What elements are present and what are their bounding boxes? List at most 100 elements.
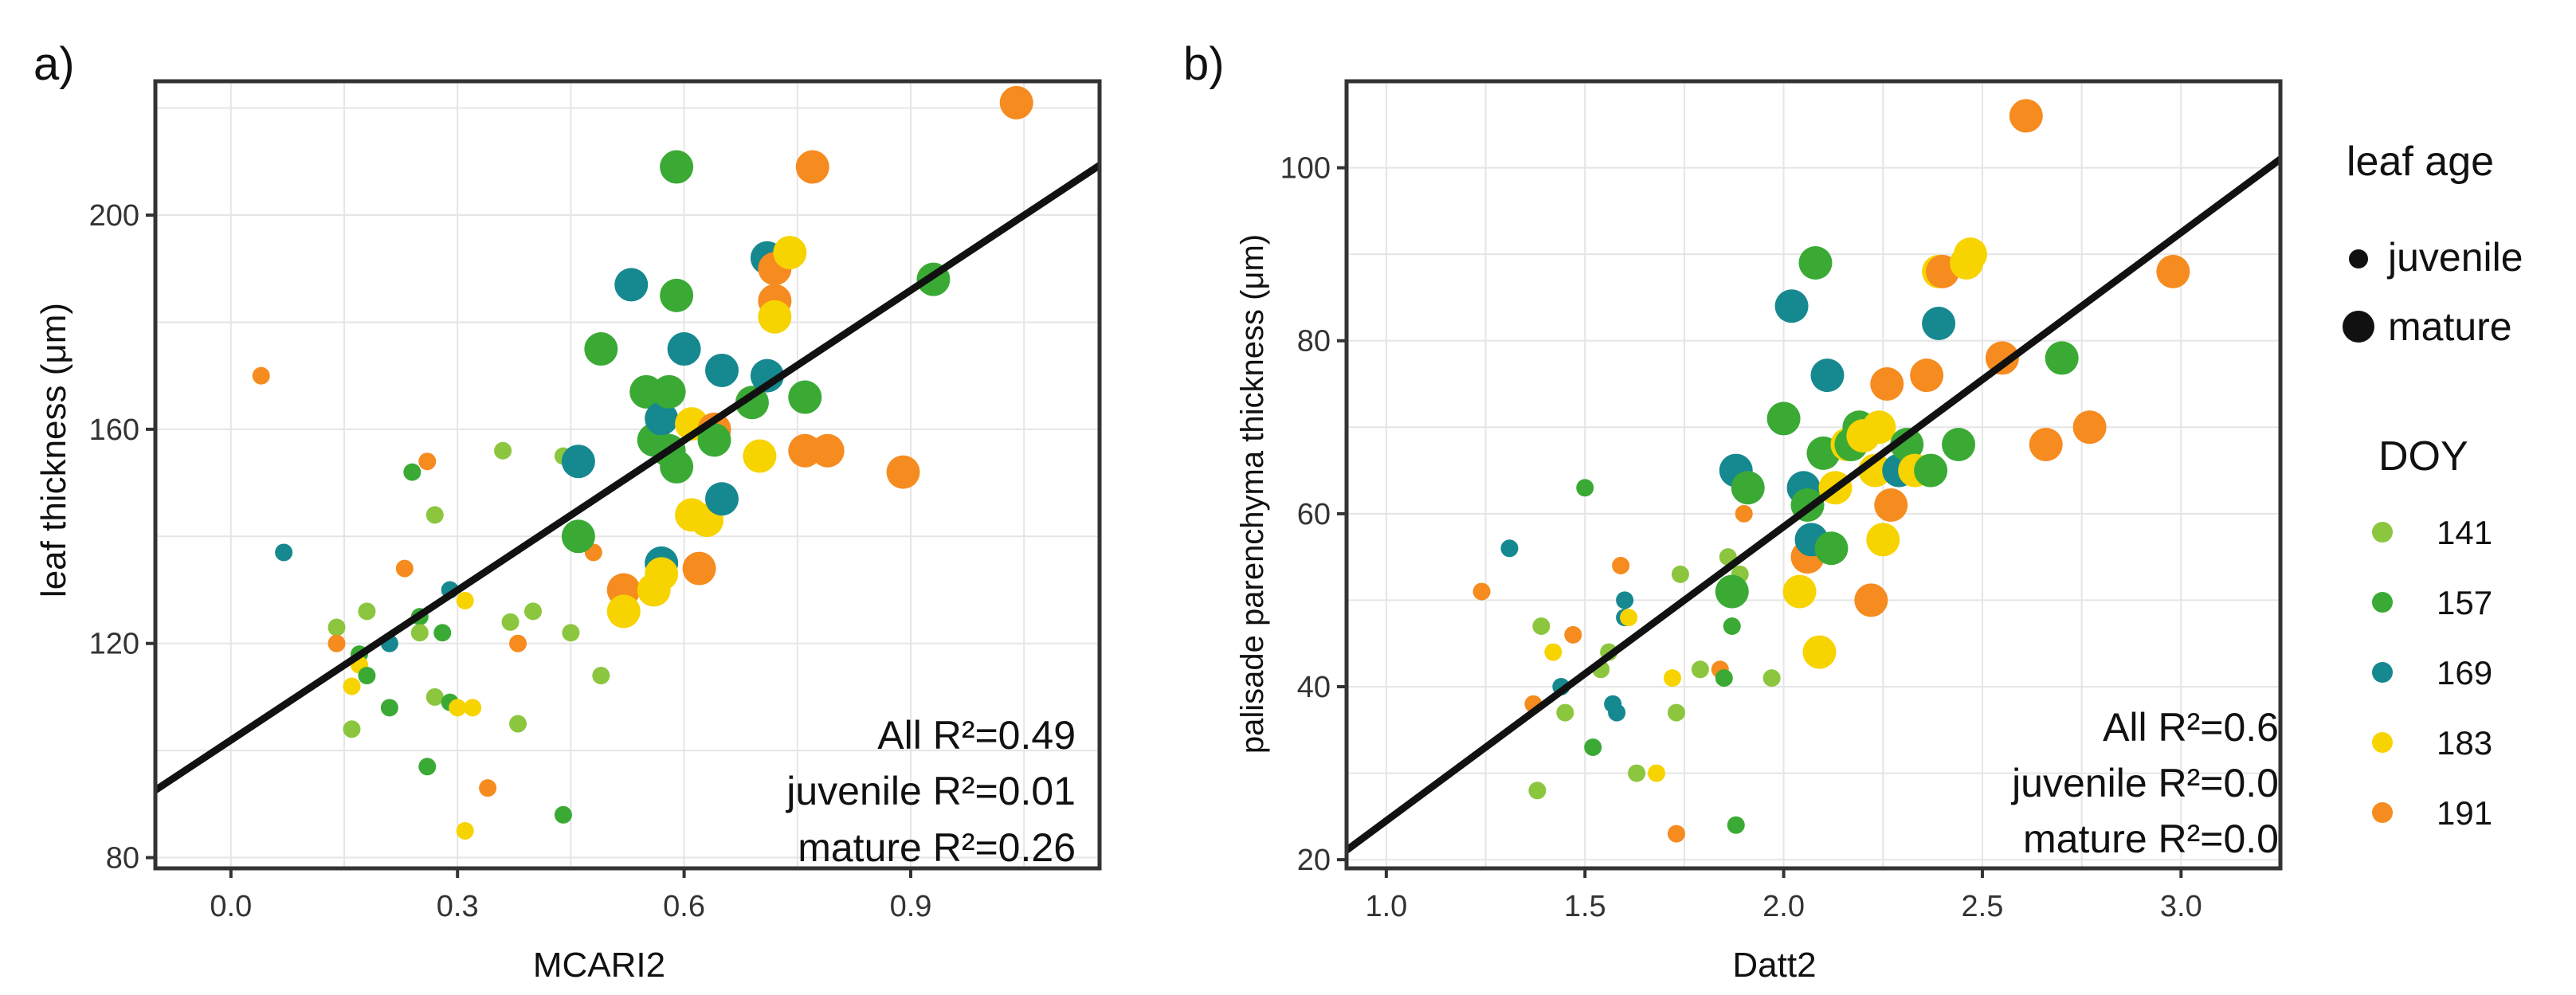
data-point-mature-169 <box>614 268 649 302</box>
data-point-juvenile-183 <box>456 591 474 609</box>
data-point-juvenile-141 <box>343 720 361 738</box>
panel-a-grid <box>155 81 1100 868</box>
data-point-mature-157 <box>1914 453 1948 488</box>
panel-b-y-ticks: 20 40 60 80 100 <box>1280 152 1347 877</box>
data-point-mature-183 <box>1862 410 1896 445</box>
panel-b-points <box>1472 99 2190 843</box>
data-point-juvenile-141 <box>358 602 376 621</box>
legend-doy-label: 141 <box>2437 514 2492 551</box>
data-point-mature-157 <box>1942 428 1976 461</box>
legend-doy-label: 157 <box>2437 584 2492 621</box>
data-point-juvenile-157 <box>433 624 452 642</box>
data-point-juvenile-157 <box>1715 669 1733 687</box>
data-point-juvenile-191 <box>1735 504 1753 523</box>
data-point-juvenile-141 <box>410 624 429 642</box>
data-point-mature-183 <box>606 594 641 629</box>
panel-a-r2-mature: mature R²=0.26 <box>798 825 1076 870</box>
legend-mature-swatch <box>2343 311 2374 343</box>
x-tick-label: 2.0 <box>1762 890 1805 923</box>
data-point-juvenile-183 <box>1544 643 1562 661</box>
data-point-juvenile-141 <box>494 441 512 460</box>
data-point-juvenile-157 <box>358 667 376 685</box>
data-point-mature-191 <box>886 455 920 489</box>
legend: leaf age juvenile mature DOY 141 157 169 18… <box>2343 139 2523 832</box>
data-point-mature-191 <box>999 85 1033 119</box>
data-point-mature-191 <box>2156 254 2190 288</box>
data-point-mature-169 <box>1810 358 1845 393</box>
legend-juvenile-swatch <box>2349 249 2368 268</box>
data-point-juvenile-157 <box>1576 479 1594 497</box>
data-point-juvenile-141 <box>592 667 610 685</box>
data-point-juvenile-183 <box>464 699 482 717</box>
data-point-mature-183 <box>758 300 792 334</box>
legend-doy-swatch <box>2372 802 2393 823</box>
data-point-mature-157 <box>584 332 618 366</box>
data-point-juvenile-183 <box>343 677 361 695</box>
y-tick-label: 100 <box>1280 152 1331 186</box>
data-point-mature-157 <box>660 449 694 484</box>
data-point-juvenile-183 <box>1663 669 1681 687</box>
panel-a-r2-all: All R²=0.49 <box>877 713 1076 758</box>
data-point-juvenile-141 <box>562 624 580 642</box>
data-point-juvenile-191 <box>479 779 497 797</box>
data-point-mature-157 <box>1814 531 1849 566</box>
data-point-mature-157 <box>1715 574 1749 609</box>
data-point-mature-169 <box>645 402 679 436</box>
panel-b: b) 1.0 1.5 2.0 2.5 3.0 20 40 60 80 100 Datt2 pal… <box>1183 38 2283 985</box>
data-point-mature-157 <box>2045 341 2079 375</box>
data-point-mature-157 <box>1890 428 1924 461</box>
legend-doy-label: 183 <box>2437 724 2492 762</box>
x-tick-label: 0.3 <box>437 890 479 923</box>
data-point-mature-191 <box>2029 428 2063 461</box>
data-point-juvenile-183 <box>449 699 467 717</box>
data-point-mature-191 <box>682 551 716 586</box>
y-tick-label: 200 <box>89 199 139 233</box>
data-point-mature-157 <box>660 150 694 184</box>
panel-a-y-axis-label: leaf thickness (μm) <box>34 303 73 597</box>
data-point-juvenile-157 <box>380 699 398 717</box>
data-point-mature-183 <box>1866 523 1900 557</box>
data-point-juvenile-169 <box>1500 539 1519 558</box>
panel-a: a) 0.0 0.3 0.6 0.9 80 120 160 200 MCARI2 leaf … <box>33 38 1102 985</box>
legend-color-title: DOY <box>2378 433 2468 480</box>
legend-color-items: 141 157 169 183 191 <box>2372 514 2492 832</box>
data-point-juvenile-169 <box>1608 703 1626 722</box>
panel-a-plot-frame <box>153 79 1102 871</box>
data-point-mature-157 <box>697 423 731 457</box>
legend-doy-swatch <box>2372 662 2393 683</box>
legend-doy-label: 169 <box>2437 654 2492 691</box>
panel-a-x-axis-label: MCARI2 <box>533 946 665 985</box>
panel-a-r2-juvenile: juvenile R²=0.01 <box>785 769 1076 813</box>
panel-b-plot-frame <box>1344 79 2283 871</box>
legend-doy-swatch <box>2372 732 2393 753</box>
data-point-juvenile-191 <box>509 634 527 652</box>
data-point-juvenile-191 <box>395 559 414 578</box>
data-point-juvenile-141 <box>1628 764 1646 782</box>
data-point-mature-183 <box>773 236 807 270</box>
panel-b-r2-mature: mature R²=0.0 <box>2023 817 2279 861</box>
data-point-juvenile-191 <box>1564 625 1582 644</box>
data-point-mature-169 <box>705 482 739 516</box>
data-point-juvenile-141 <box>1671 565 1689 583</box>
panel-a-points <box>252 85 1033 840</box>
panel-b-y-axis-label: palisade parenchyma thickness (μm) <box>1235 234 1270 754</box>
data-point-mature-191 <box>1985 341 2019 375</box>
x-tick-label: 1.5 <box>1564 890 1606 923</box>
data-point-mature-157 <box>1798 246 1833 280</box>
panel-b-r2-juvenile: juvenile R²=0.0 <box>2010 761 2279 805</box>
data-point-mature-191 <box>1854 583 1888 617</box>
data-point-juvenile-191 <box>252 366 270 385</box>
data-point-mature-183 <box>645 557 679 591</box>
legend-doy-swatch <box>2372 592 2393 613</box>
data-point-juvenile-141 <box>425 506 444 524</box>
x-tick-label: 3.0 <box>2160 890 2202 923</box>
x-tick-label: 0.0 <box>210 890 252 923</box>
panel-a-label: a) <box>33 38 75 90</box>
y-tick-label: 80 <box>1297 325 1331 358</box>
data-point-juvenile-191 <box>418 452 437 471</box>
y-tick-label: 40 <box>1297 671 1331 704</box>
data-point-mature-191 <box>1870 367 1904 401</box>
panel-b-r2-all: All R²=0.6 <box>2103 705 2279 750</box>
data-point-juvenile-183 <box>456 821 474 840</box>
